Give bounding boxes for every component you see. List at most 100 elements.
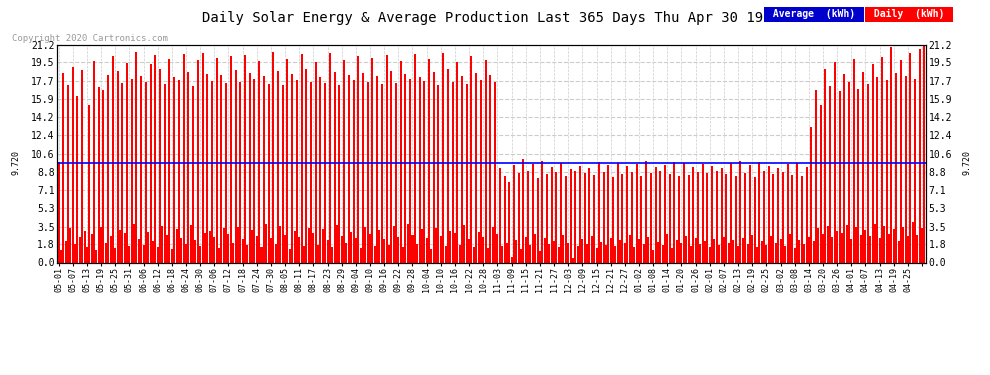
Bar <box>661 245 663 262</box>
Bar <box>539 251 541 262</box>
Bar <box>213 237 215 262</box>
Bar <box>837 231 839 262</box>
Bar <box>728 243 730 262</box>
Bar <box>465 84 467 262</box>
Bar <box>562 235 564 262</box>
Bar <box>718 245 720 262</box>
Bar <box>284 235 286 262</box>
Bar <box>516 240 518 262</box>
Bar <box>902 226 904 262</box>
Bar <box>890 47 892 262</box>
Bar <box>133 224 135 262</box>
Bar <box>652 250 654 262</box>
Bar <box>746 244 748 262</box>
Bar <box>576 246 578 262</box>
Bar <box>506 243 508 262</box>
Bar <box>428 59 430 262</box>
Bar <box>248 73 250 262</box>
Bar <box>548 244 550 262</box>
Bar <box>492 226 494 262</box>
Bar <box>320 77 322 262</box>
Bar <box>152 241 154 262</box>
Bar <box>550 167 552 262</box>
Bar <box>622 174 624 262</box>
Bar <box>258 62 260 262</box>
Bar <box>629 235 631 262</box>
Bar <box>470 56 472 262</box>
Bar <box>921 228 923 262</box>
Bar <box>313 233 315 262</box>
Bar <box>523 159 525 262</box>
Bar <box>393 226 395 262</box>
Bar <box>820 105 822 262</box>
Bar <box>695 238 697 262</box>
Bar <box>586 244 588 262</box>
Bar <box>374 246 376 262</box>
Bar <box>237 226 239 262</box>
Bar <box>247 245 248 262</box>
Bar <box>67 85 69 262</box>
Bar <box>671 248 673 262</box>
Bar <box>376 76 378 262</box>
Bar <box>912 222 914 262</box>
Bar <box>190 225 192 262</box>
Bar <box>114 248 116 262</box>
Bar <box>221 75 223 262</box>
Bar <box>914 79 916 262</box>
Bar <box>357 56 359 262</box>
Bar <box>742 238 743 262</box>
Bar <box>76 96 78 262</box>
Bar <box>352 80 354 262</box>
Bar <box>768 166 770 262</box>
Bar <box>225 83 227 262</box>
Bar <box>461 76 463 262</box>
Bar <box>317 245 319 262</box>
Bar <box>145 82 147 262</box>
Bar <box>588 168 590 262</box>
Bar <box>917 235 919 262</box>
Bar <box>362 73 364 262</box>
Bar <box>88 105 90 262</box>
Bar <box>274 244 276 262</box>
Bar <box>366 82 368 262</box>
Bar <box>565 176 567 262</box>
Bar <box>784 246 786 262</box>
Text: Daily Solar Energy & Average Production Last 365 Days Thu Apr 30 19:54: Daily Solar Energy & Average Production … <box>202 11 788 25</box>
Bar <box>477 232 479 262</box>
Bar <box>666 234 668 262</box>
Bar <box>852 59 854 262</box>
Bar <box>818 228 820 262</box>
Bar <box>610 238 612 262</box>
Bar <box>676 240 678 262</box>
Bar <box>905 76 907 262</box>
Bar <box>704 241 706 262</box>
Bar <box>228 234 230 262</box>
Bar <box>129 246 131 262</box>
Bar <box>475 73 477 262</box>
Bar <box>607 165 609 262</box>
Bar <box>440 236 442 262</box>
Bar <box>692 167 694 262</box>
Bar <box>218 248 220 262</box>
Bar <box>182 54 185 262</box>
Bar <box>388 245 390 262</box>
Bar <box>680 243 682 262</box>
Bar <box>654 167 656 262</box>
Bar <box>416 244 418 262</box>
Bar <box>369 234 371 262</box>
Bar <box>102 90 104 262</box>
Bar <box>765 245 767 262</box>
Bar <box>74 244 76 262</box>
Bar <box>122 83 124 262</box>
Bar <box>535 234 537 262</box>
Bar <box>480 80 482 262</box>
Bar <box>659 171 661 262</box>
Bar <box>163 84 165 262</box>
Bar <box>187 72 189 262</box>
Bar <box>291 74 293 262</box>
Bar <box>71 66 74 262</box>
Bar <box>664 165 666 262</box>
Bar <box>537 178 539 262</box>
Bar <box>810 127 812 262</box>
Bar <box>324 83 327 262</box>
